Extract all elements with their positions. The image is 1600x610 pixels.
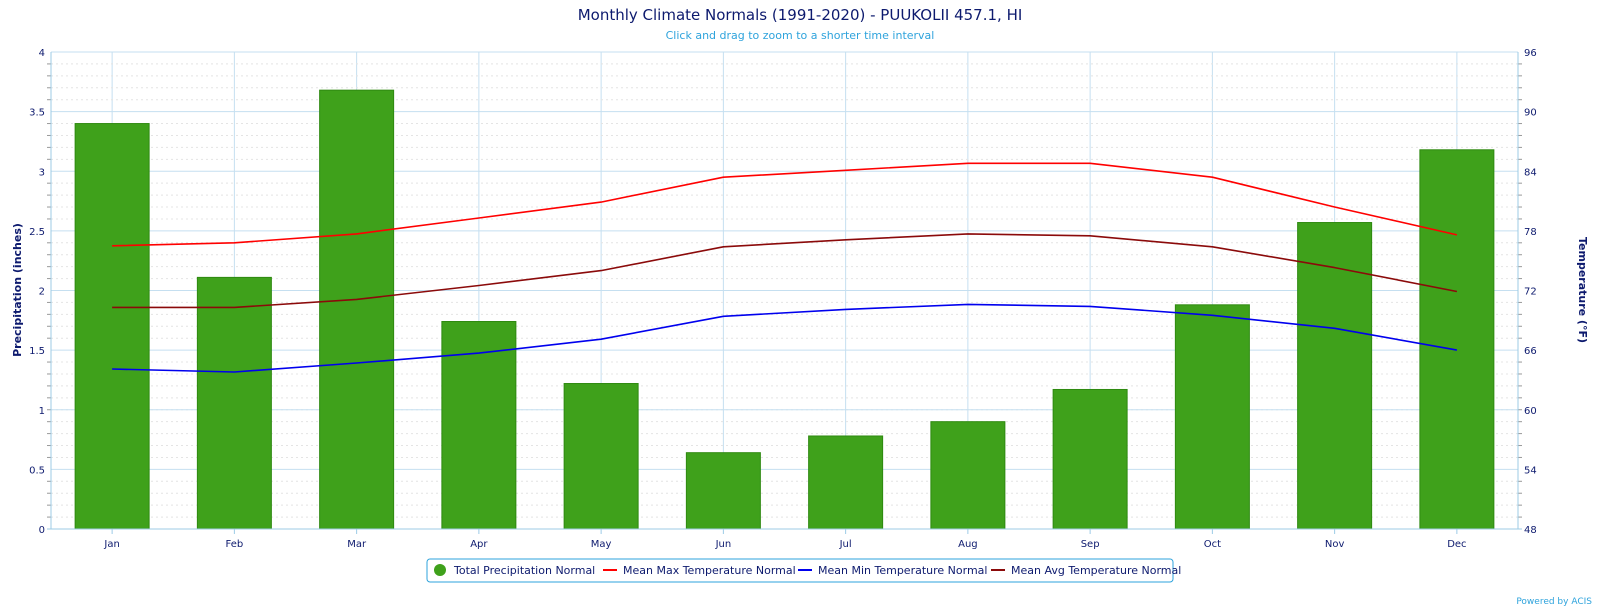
y-right-axis-label: Temperature (°F) (1576, 237, 1589, 343)
precipitation-bar[interactable] (1297, 222, 1373, 530)
legend-item-max-temp[interactable]: Mean Max Temperature Normal (623, 564, 796, 577)
x-tick-label: Nov (1325, 539, 1345, 550)
x-tick-label: Dec (1447, 539, 1466, 550)
y-left-axis-label: Precipitation (inches) (11, 223, 24, 357)
y-left-tick-label: 0.5 (29, 465, 45, 476)
y-right-tick-label: 54 (1524, 465, 1537, 476)
chart-title: Monthly Climate Normals (1991-2020) - PU… (578, 6, 1023, 24)
legend-item-precipitation[interactable]: Total Precipitation Normal (453, 564, 595, 577)
x-tick-label: Aug (958, 539, 978, 550)
x-tick-label: Jan (103, 539, 119, 550)
y-right-tick-label: 66 (1524, 346, 1537, 357)
precipitation-bar[interactable] (563, 383, 639, 530)
precipitation-bar[interactable] (74, 123, 150, 530)
y-left-tick-label: 2 (39, 287, 45, 298)
temperature-line-1[interactable] (112, 162, 1458, 247)
legend-item-avg-temp[interactable]: Mean Avg Temperature Normal (1011, 564, 1181, 577)
x-tick-label: Jun (715, 539, 732, 550)
y-left-tick-label: 1 (39, 406, 45, 417)
precipitation-bar[interactable] (808, 435, 884, 530)
x-tick-label: Apr (470, 539, 488, 550)
precipitation-bar[interactable] (930, 421, 1006, 530)
x-tick-label: May (591, 539, 612, 550)
y-left-tick-label: 1.5 (29, 346, 45, 357)
x-tick-label: Sep (1081, 539, 1100, 550)
precipitation-bar[interactable] (319, 89, 395, 530)
precipitation-bar[interactable] (1052, 388, 1128, 530)
y-right-tick-label: 96 (1524, 48, 1537, 59)
y-right-tick-label: 48 (1524, 525, 1537, 536)
y-right-tick-label: 78 (1524, 227, 1537, 238)
precipitation-bar[interactable] (441, 321, 517, 530)
x-tick-label: Mar (347, 539, 367, 550)
y-right-tick-label: 60 (1524, 406, 1537, 417)
credit-link[interactable]: Powered by ACIS (1516, 597, 1592, 607)
legend-item-min-temp[interactable]: Mean Min Temperature Normal (818, 564, 987, 577)
y-left-tick-label: 0 (39, 525, 45, 536)
precipitation-bar[interactable] (1419, 149, 1495, 530)
precipitation-bar[interactable] (196, 276, 272, 530)
x-tick-label: Oct (1204, 539, 1221, 550)
x-tick-label: Jul (839, 539, 852, 550)
temperature-line-3[interactable] (112, 233, 1458, 309)
x-tick-label: Feb (226, 539, 244, 550)
chart-subtitle: Click and drag to zoom to a shorter time… (666, 29, 935, 42)
legend-marker-precipitation (434, 564, 446, 576)
precipitation-bars[interactable] (74, 89, 1495, 530)
y-left-tick-label: 3.5 (29, 108, 45, 119)
y-left-tick-label: 4 (39, 48, 45, 59)
y-left-tick-label: 3 (39, 167, 45, 178)
temperature-lines[interactable] (112, 162, 1458, 373)
y-right-tick-label: 72 (1524, 287, 1537, 298)
y-right-tick-label: 90 (1524, 108, 1537, 119)
legend[interactable]: Total Precipitation Normal Mean Max Temp… (426, 558, 1181, 583)
precipitation-bar[interactable] (685, 452, 761, 530)
y-right-tick-label: 84 (1524, 167, 1537, 178)
precipitation-bar[interactable] (1174, 304, 1250, 530)
y-left-tick-label: 2.5 (29, 227, 45, 238)
temperature-line-2[interactable] (112, 303, 1458, 373)
axes: 0 0.5 1 1.5 2 2.5 3 3.5 4 48 54 60 66 72 78 84 90 96 Jan Fe… (29, 48, 1537, 550)
